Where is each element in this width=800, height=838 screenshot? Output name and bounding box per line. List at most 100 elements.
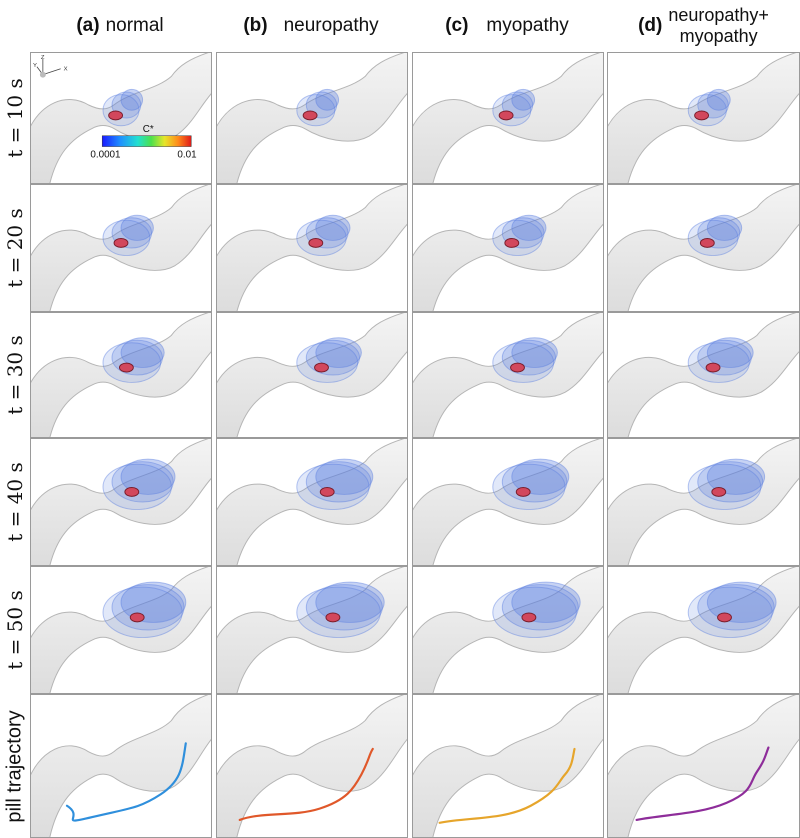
axes-triad: X ZY [33, 55, 68, 78]
pill [124, 486, 140, 497]
panel-canvas [413, 185, 603, 311]
panel-canvas [413, 313, 603, 437]
pill [118, 362, 134, 373]
panel-b-t50 [216, 566, 408, 694]
pill-trajectory-line [238, 747, 374, 822]
intestine-shape [217, 695, 407, 837]
colorbar-title: C* [143, 124, 154, 135]
column-letter: (d) [638, 15, 663, 37]
concentration-plume [315, 581, 385, 623]
pill [504, 238, 520, 248]
pill [113, 238, 129, 248]
concentration-plume [120, 88, 144, 111]
column-letter: (b) [243, 15, 268, 37]
concentration-plume [511, 88, 536, 111]
intestine-shape [608, 313, 799, 437]
panel-canvas [217, 53, 407, 183]
pill-trajectory-line [65, 742, 187, 822]
pill-trajectory-line [635, 746, 770, 822]
panel-b-t30 [216, 312, 408, 438]
intestine-shape [608, 439, 799, 565]
concentration-plume [315, 88, 340, 111]
panel-canvas [31, 567, 211, 693]
panel-canvas [608, 567, 799, 693]
panel-b-t10 [216, 52, 408, 184]
column-header-a: (a) normal [30, 0, 210, 52]
concentration-plume [102, 586, 183, 639]
intestine-shape [608, 185, 799, 311]
intestine-shape [413, 313, 603, 437]
concentration-plume [697, 584, 775, 631]
panel-canvas [413, 439, 603, 565]
intestine-shape [608, 567, 799, 693]
pill [319, 486, 335, 497]
colorbar-min: 0.0001 [90, 149, 120, 160]
row-label-40s: t = 40 s [3, 462, 27, 542]
concentration-plume [706, 214, 743, 241]
panel-canvas: X ZY C* 0.0001 0.01 [31, 53, 211, 183]
concentration-plume [501, 584, 579, 631]
intestine-shape [413, 695, 603, 837]
panel-canvas [217, 695, 407, 837]
panel-canvas [608, 313, 799, 437]
pill [308, 238, 324, 248]
colorbar-max: 0.01 [177, 149, 196, 160]
panel-canvas [217, 439, 407, 565]
concentration-plume [102, 219, 151, 257]
panel-c-t10 [412, 52, 604, 184]
pill [498, 110, 514, 121]
pill [108, 110, 124, 121]
panel-canvas [217, 567, 407, 693]
row-label-trajectory: pill trajectory [3, 709, 26, 823]
panel-canvas [608, 695, 799, 837]
concentration-plume [102, 342, 162, 383]
panel-canvas [31, 695, 211, 837]
panel-canvas [31, 185, 211, 311]
concentration-plume [315, 214, 351, 241]
intestine-shape [31, 439, 211, 565]
pill [325, 612, 341, 623]
intestine-shape [413, 567, 603, 693]
panel-c-t20 [412, 184, 604, 312]
panel-canvas [31, 439, 211, 565]
panel-a-t40 [30, 438, 212, 566]
panel-canvas [217, 185, 407, 311]
concentration-plume [315, 458, 374, 495]
pill [510, 362, 525, 373]
column-label: myopathy [486, 15, 569, 37]
pill [314, 362, 329, 373]
concentration-plume [687, 586, 773, 639]
concentration-plume [296, 463, 370, 511]
column-letter: (a) [76, 15, 100, 37]
pill [129, 612, 145, 623]
panel-d-t40 [607, 438, 800, 566]
column-letter: (c) [445, 15, 469, 37]
pill [521, 612, 537, 623]
intestine-shape [413, 185, 603, 311]
panel-canvas [608, 185, 799, 311]
concentration-plume [120, 458, 176, 495]
concentration-plume [315, 337, 362, 369]
pill [699, 238, 715, 248]
concentration-plume [687, 219, 739, 257]
concentration-plume [102, 463, 172, 511]
row-label-50s: t = 50 s [3, 590, 27, 670]
pill [711, 486, 727, 497]
panel-c-t30 [412, 312, 604, 438]
intestine-shape [217, 439, 407, 565]
panel-b-trajectory [216, 694, 408, 838]
panel-canvas [413, 53, 603, 183]
panel-d-t10 [607, 52, 800, 184]
concentration-plume [120, 337, 165, 369]
panel-canvas [217, 313, 407, 437]
panel-a-t30 [30, 312, 212, 438]
pill [705, 362, 721, 373]
panel-c-t40 [412, 438, 604, 566]
intestine-shape [31, 313, 211, 437]
panel-d-t50 [607, 566, 800, 694]
intestine-shape [217, 313, 407, 437]
panel-d-t20 [607, 184, 800, 312]
column-label: normal [105, 15, 164, 37]
column-header-b: (b) neuropathy [216, 0, 406, 52]
row-label-20s: t = 20 s [3, 208, 27, 288]
